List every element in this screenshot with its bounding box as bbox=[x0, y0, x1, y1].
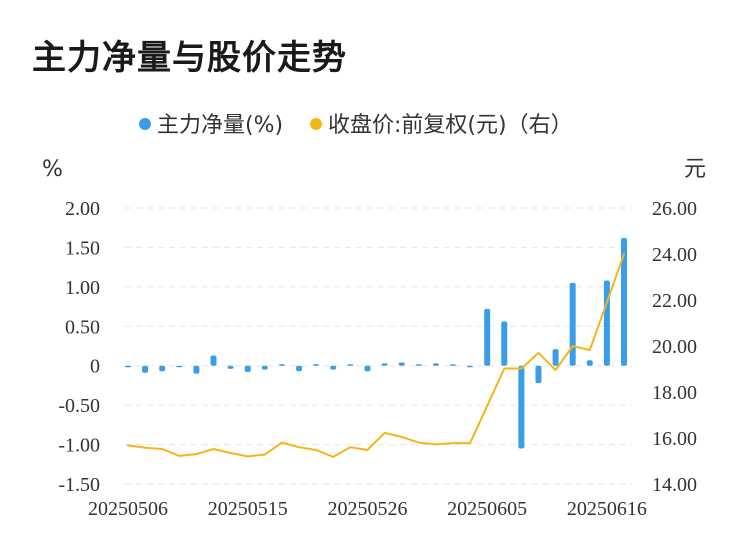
x-tick-label: 20250616 bbox=[567, 498, 647, 520]
net-flow-bar bbox=[261, 365, 268, 370]
right-tick-label: 14.00 bbox=[652, 474, 697, 496]
net-flow-bar bbox=[296, 365, 303, 372]
net-flow-bar bbox=[313, 364, 320, 366]
net-flow-bar bbox=[176, 365, 183, 368]
left-tick-label: 2.00 bbox=[65, 198, 100, 220]
net-flow-bar bbox=[467, 365, 474, 368]
left-tick-label: 1.50 bbox=[65, 237, 100, 259]
right-tick-label: 24.00 bbox=[652, 244, 697, 266]
left-tick-label: 0.50 bbox=[65, 316, 100, 338]
left-tick-label: -0.50 bbox=[58, 395, 100, 417]
legend-label-close-price: 收盘价:前复权(元)（右） bbox=[328, 113, 573, 138]
x-axis-ticks: 20250506 20250515 20250526 20250605 20250616 bbox=[88, 498, 647, 520]
x-tick-label: 20250506 bbox=[88, 498, 168, 520]
x-tick-label: 20250605 bbox=[447, 498, 527, 520]
x-tick-label: 20250515 bbox=[208, 498, 288, 520]
net-flow-bar bbox=[278, 364, 285, 366]
right-tick-label: 20.00 bbox=[652, 336, 697, 358]
net-flow-bar bbox=[330, 365, 337, 370]
legend: 主力净量(%) 收盘价:前复权(元)（右） bbox=[139, 113, 573, 138]
close-price-line bbox=[127, 253, 625, 458]
net-flow-bar bbox=[347, 364, 354, 366]
net-flow-bar bbox=[535, 365, 542, 384]
net-flow-bar bbox=[449, 364, 456, 366]
right-tick-label: 26.00 bbox=[652, 198, 697, 220]
net-flow-bar bbox=[364, 365, 371, 372]
left-tick-label: 0 bbox=[90, 356, 100, 378]
chart-title: 主力净量与股价走势 bbox=[32, 38, 347, 78]
net-flow-bar bbox=[381, 363, 388, 366]
left-tick-label: -1.50 bbox=[58, 474, 100, 496]
right-tick-label: 22.00 bbox=[652, 290, 697, 312]
net-flow-bar bbox=[398, 362, 405, 366]
net-flow-bar bbox=[518, 365, 525, 449]
legend-marker-net-flow bbox=[139, 118, 151, 130]
left-tick-label: -1.00 bbox=[58, 435, 100, 457]
net-flow-bar bbox=[415, 364, 422, 366]
net-flow-bar bbox=[159, 365, 166, 372]
net-flow-bar bbox=[125, 365, 131, 368]
left-axis-ticks: 2.00 1.50 1.00 0.50 0 -0.50 -1.00 -1.50 bbox=[58, 198, 100, 496]
right-axis-unit: 元 bbox=[684, 157, 706, 182]
right-axis-ticks: 26.00 24.00 22.00 20.00 18.00 16.00 14.00 bbox=[652, 198, 697, 496]
net-flow-bar bbox=[586, 360, 593, 366]
net-flow-bar bbox=[603, 280, 610, 366]
net-flow-bar bbox=[552, 349, 559, 366]
x-tick-label: 20250526 bbox=[327, 498, 407, 520]
net-flow-bar bbox=[501, 321, 508, 366]
right-tick-label: 18.00 bbox=[652, 382, 697, 404]
net-flow-bar bbox=[621, 237, 627, 366]
net-flow-bar bbox=[227, 365, 234, 369]
left-tick-label: 1.00 bbox=[65, 277, 100, 299]
legend-label-net-flow: 主力净量(%) bbox=[157, 113, 283, 138]
net-flow-bars bbox=[125, 237, 627, 449]
net-flow-bar bbox=[193, 365, 200, 374]
net-flow-bar bbox=[569, 282, 576, 366]
left-axis-unit: % bbox=[42, 157, 63, 182]
net-flow-bar bbox=[484, 308, 491, 366]
net-flow-bar bbox=[432, 363, 439, 366]
net-flow-bar bbox=[244, 365, 251, 373]
net-flow-bar bbox=[210, 355, 217, 366]
net-flow-bar bbox=[142, 365, 149, 373]
close-price-line-layer bbox=[127, 253, 625, 458]
gridlines bbox=[125, 207, 632, 485]
right-tick-label: 16.00 bbox=[652, 428, 697, 450]
legend-marker-close-price bbox=[310, 118, 322, 130]
